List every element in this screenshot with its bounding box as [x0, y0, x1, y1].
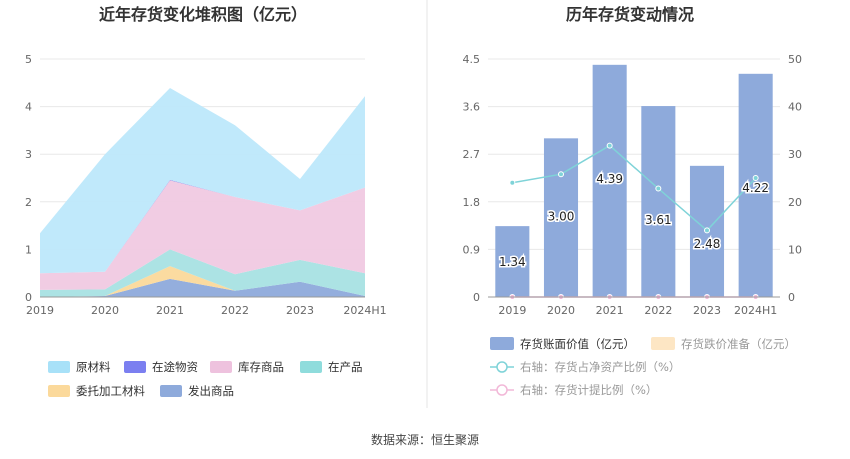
left-y-tick-label: 3: [25, 148, 32, 161]
right-legend-label: 存货跌价准备（亿元）: [681, 337, 796, 351]
right-left-y-tick-label: 1.8: [463, 196, 481, 209]
right-x-axis: 2019 2020 2021 2022 2023 2024H1: [488, 296, 780, 317]
left-legend-swatch: [48, 385, 70, 397]
left-x-tick-label: 2023: [286, 304, 314, 317]
left-y-tick-label: 1: [25, 243, 32, 256]
left-legend-swatch: [48, 361, 70, 373]
left-x-tick-label: 2022: [221, 304, 249, 317]
left-legend-swatch: [124, 361, 146, 373]
right-y-axes: 0 0.9 1.8 2.7 3.6 4.5 0 10 20 30 40 50: [463, 53, 803, 304]
right-x-tick-label: 2020: [547, 304, 575, 317]
left-x-axis: 2019 2020 2021 2022 2023 2024H1: [26, 296, 387, 317]
right-left-y-tick-label: 2.7: [463, 148, 481, 161]
source-label: 数据来源：: [371, 432, 431, 447]
left-legend-label: 委托加工材料: [76, 384, 145, 398]
area-series-3: [40, 180, 365, 290]
right-x-tick-label: 2019: [498, 304, 526, 317]
right-line-point: [752, 175, 759, 181]
left-legend-label: 库存商品: [238, 360, 284, 374]
left-x-tick-label: 2019: [26, 304, 54, 317]
right-x-tick-label: 2022: [644, 304, 672, 317]
left-x-tick-label: 2024H1: [343, 304, 386, 317]
left-chart-title: 近年存货变化堆积图（亿元）: [99, 5, 307, 24]
right-legend-label: 存货账面价值（亿元）: [520, 337, 635, 351]
area-series-5: [40, 88, 365, 274]
left-y-tick-label: 0: [25, 291, 32, 304]
right-right-y-tick-label: 0: [788, 291, 795, 304]
right-legend-swatch: [651, 337, 675, 350]
source-note: 数据来源：恒生聚源: [371, 432, 479, 447]
inventory-value-bar: [543, 138, 579, 297]
left-x-tick-label: 2021: [156, 304, 184, 317]
bar-value-label: 1.34: [499, 255, 526, 269]
bar-value-label: 4.39: [596, 172, 623, 186]
inventory-value-bar: [738, 73, 773, 297]
left-legend-swatch: [210, 361, 232, 373]
right-right-y-tick-label: 50: [788, 53, 802, 66]
left-area-series: [40, 88, 365, 297]
right-line-point: [704, 227, 710, 234]
right-x-tick-label: 2023: [693, 304, 721, 317]
bar-value-label: 3.00: [548, 209, 575, 223]
right-left-y-tick-label: 0.9: [463, 243, 481, 256]
right-line-series-0: [512, 144, 757, 232]
right-left-y-tick-label: 0: [473, 291, 480, 304]
left-legend-label: 原材料: [76, 360, 111, 374]
right-legend-label: 右轴：存货计提比例（%）: [520, 383, 657, 397]
right-legend: 存货账面价值（亿元） 存货跌价准备（亿元）右轴：存货占净资产比例（%） 右轴：存货计…: [490, 337, 796, 397]
left-x-tick-label: 2020: [91, 304, 119, 317]
source-name: 恒生聚源: [431, 433, 479, 447]
right-x-tick-label: 2024H1: [734, 304, 777, 317]
bar-value-label: 4.22: [742, 181, 769, 195]
right-line-point: [509, 179, 516, 186]
right-bar-labels: 1.34 3.00 4.39 3.61 2.48 4.22: [497, 170, 770, 270]
right-gridlines: [488, 58, 780, 298]
left-y-tick-label: 2: [25, 196, 32, 209]
right-line-point: [655, 185, 662, 192]
right-line-point: [606, 142, 613, 149]
right-bars: [495, 64, 773, 298]
right-right-y-tick-label: 10: [788, 243, 802, 256]
left-y-tick-label: 5: [25, 53, 32, 66]
left-legend-label: 发出商品: [188, 384, 234, 398]
left-y-tick-label: 4: [25, 101, 32, 114]
area-series-1: [40, 266, 365, 297]
area-series-2: [40, 249, 365, 297]
inventory-value-bar: [592, 64, 627, 297]
left-legend-label: 在途物资: [152, 360, 198, 374]
bar-value-label: 3.61: [645, 213, 672, 227]
right-legend-marker: [496, 384, 508, 396]
left-y-axis: 0 1 2 3 4 5: [25, 53, 32, 304]
left-legend-swatch: [160, 385, 182, 397]
bar-value-label: 2.48: [694, 237, 721, 251]
right-chart-title: 历年存货变动情况: [566, 5, 694, 24]
right-left-y-tick-label: 4.5: [463, 53, 481, 66]
right-legend-swatch: [490, 337, 514, 350]
right-right-y-tick-label: 20: [788, 196, 802, 209]
right-legend-marker: [496, 361, 508, 373]
inventory-value-bar: [641, 106, 676, 298]
right-line-point: [558, 171, 564, 178]
right-x-tick-label: 2021: [596, 304, 624, 317]
right-right-y-tick-label: 30: [788, 148, 802, 161]
area-series-0: [40, 278, 365, 297]
right-legend-label: 右轴：存货占净资产比例（%）: [520, 360, 680, 374]
inventory-value-bar: [495, 226, 530, 297]
right-right-y-tick-label: 40: [788, 101, 802, 114]
right-left-y-tick-label: 3.6: [463, 101, 481, 114]
left-legend-label: 在产品: [328, 360, 363, 374]
left-legend-swatch: [300, 361, 322, 373]
